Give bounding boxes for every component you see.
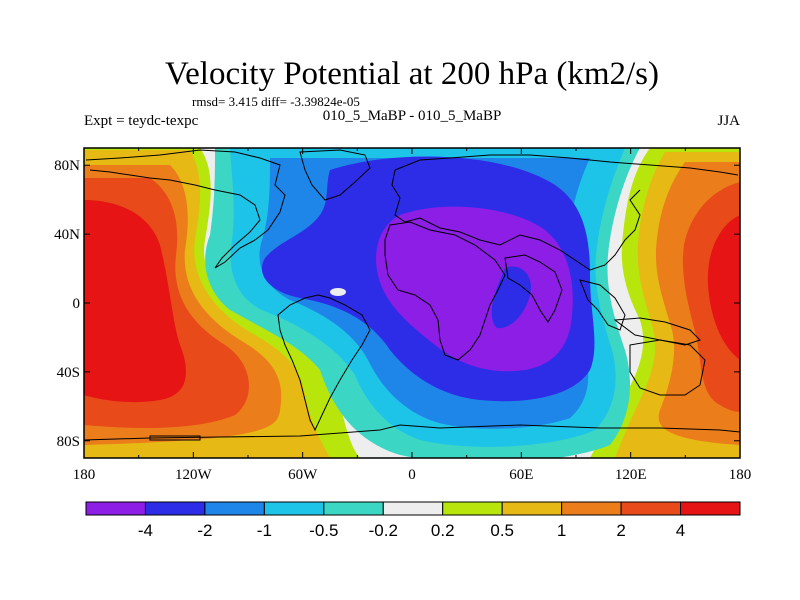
coast-australia — [629, 339, 706, 396]
colorbar-swatch — [442, 501, 503, 516]
colorbar-swatch — [144, 501, 206, 516]
coast-south-america — [277, 294, 371, 432]
colorbar-label: 0.2 — [431, 521, 455, 540]
contour-neg-4 — [376, 206, 573, 372]
coast-southeast-asia — [579, 279, 626, 331]
colorbar-swatch — [382, 501, 444, 516]
y-axis: 80N 40N 0 40S 80S — [54, 158, 740, 450]
coast-maritime-continent — [613, 317, 701, 346]
colorbar-label: -4 — [138, 521, 153, 540]
colorbar-label: -1 — [257, 521, 272, 540]
y-tick-label: 80S — [57, 434, 80, 450]
x-tick-label: 0 — [408, 467, 416, 483]
center-subtitle: 010_5_MaBP - 010_5_MaBP — [323, 108, 502, 124]
colorbar-swatch — [323, 501, 384, 516]
x-tick-label: 60E — [509, 467, 533, 483]
colorbar-swatch — [85, 501, 146, 516]
coast-north-america — [85, 149, 286, 269]
y-tick-label: 0 — [73, 296, 81, 312]
contour-pos-4-left — [84, 200, 186, 403]
colorbar-swatch — [620, 501, 682, 516]
colorbar-label: 0.5 — [490, 521, 514, 540]
coastlines — [84, 149, 740, 441]
coast-europe-asia — [391, 154, 739, 271]
colorbar-label: 1 — [557, 521, 566, 540]
x-axis: 180 120W 60W 0 60E 120E 180 — [73, 148, 752, 483]
season-label: JJA — [717, 113, 740, 129]
coast-africa — [384, 221, 506, 361]
x-tick-label: 180 — [729, 467, 752, 483]
colorbar-swatch — [501, 501, 563, 516]
chart-title: Velocity Potential at 200 hPa (km2/s) — [165, 56, 659, 92]
coast-antarctica-inner — [149, 435, 201, 441]
coast-greenland — [299, 149, 371, 201]
contour-pos-small-blob — [330, 288, 346, 296]
x-tick-label: 180 — [73, 467, 96, 483]
contour-pos-4-right — [707, 215, 740, 360]
colorbar: -4 -2 -1 -0.5 -0.2 0.2 0.5 1 2 4 — [85, 501, 741, 540]
colorbar-swatch — [561, 501, 622, 516]
colorbar-label: -2 — [197, 521, 212, 540]
colorbar-swatch — [263, 501, 325, 516]
colorbar-label: -0.5 — [309, 521, 338, 540]
y-tick-label: 40N — [54, 227, 80, 243]
x-tick-label: 120W — [175, 467, 213, 483]
coast-antarctica — [84, 424, 740, 441]
x-tick-label: 120E — [615, 467, 647, 483]
colorbar-swatch — [680, 501, 741, 516]
coast-arabia-india — [504, 254, 563, 323]
x-tick-label: 60W — [288, 467, 318, 483]
stats-text: rmsd= 3.415 diff= -3.39824e-05 — [192, 94, 360, 109]
colorbar-label: 4 — [676, 521, 685, 540]
experiment-label: Expt = teydc-texpc — [84, 113, 199, 129]
y-tick-label: 40S — [57, 365, 80, 381]
y-tick-label: 80N — [54, 158, 80, 174]
colorbar-swatch — [204, 501, 265, 516]
colorbar-label: 2 — [616, 521, 625, 540]
colorbar-label: -0.2 — [369, 521, 398, 540]
contour-field — [84, 148, 740, 458]
